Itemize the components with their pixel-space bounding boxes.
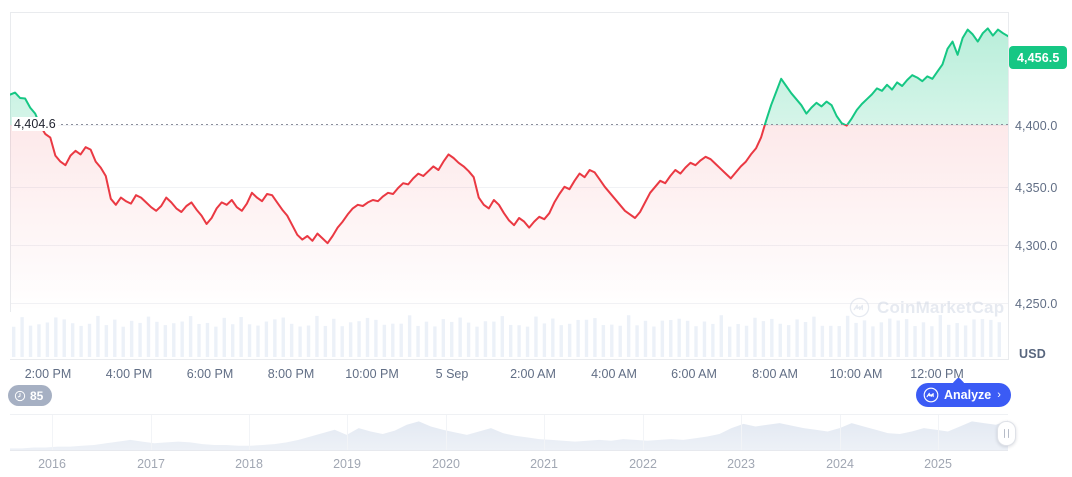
navigator-gridline-0 [52,415,53,450]
x-tick-label-8: 6:00 AM [671,367,717,381]
navigator-gridline-2 [249,415,250,450]
navigator-tick-label-7: 2023 [727,457,755,471]
clock-icon [14,390,26,401]
navigator-bottom-border [10,450,1008,451]
y-tick-label-2: 4,300.0 [1015,239,1058,253]
x-tick-label-1: 4:00 PM [105,367,153,381]
navigator-tick-label-3: 2019 [333,457,361,471]
price-line-negative [38,125,849,245]
navigator-gridline-3 [347,415,348,450]
x-tick-label-4: 10:00 PM [345,367,399,381]
coinmarketcap-watermark: CoinMarketCap [849,297,1004,318]
cmc-logo-icon [849,297,870,318]
currency-unit-label: USD [1019,347,1046,361]
navigator-tick-label-4: 2020 [432,457,460,471]
plot-top-border [10,12,1008,13]
gridline-4350 [11,187,1008,188]
navigator-gridline-6 [643,415,644,450]
navigator-top-border [10,414,1008,415]
price-area-negative [10,125,1008,312]
watermark-text: CoinMarketCap [877,297,1005,317]
navigator-gridline-5 [544,415,545,450]
navigator-tick-label-6: 2022 [629,457,657,471]
x-tick-label-9: 8:00 AM [752,367,798,381]
x-tick-label-5: 5 Sep [435,367,469,381]
navigator-gridline-9 [938,415,939,450]
current-price-flag: 4,456.5 [1009,46,1068,69]
chevron-right-icon: › [997,389,1001,401]
recent-update-count: 85 [30,388,44,403]
navigator-gridline-8 [840,415,841,450]
navigator-tick-label-0: 2016 [38,457,66,471]
navigator-tick-label-2: 2018 [235,457,263,471]
volume-bars [12,315,1001,357]
x-tick-label-0: 2:00 PM [24,367,72,381]
navigator-gridline-1 [151,415,152,450]
price-area-positive [10,28,1008,125]
reference-price-label: 4,404.6 [12,117,58,131]
navigator-gridline-7 [741,415,742,450]
x-tick-label-3: 8:00 PM [267,367,315,381]
navigator-tick-label-8: 2024 [826,457,854,471]
grip-line [1007,429,1010,438]
navigator-tick-label-9: 2025 [924,457,952,471]
navigator-tick-label-1: 2017 [137,457,165,471]
x-tick-label-11: 12:00 PM [910,367,964,381]
x-tick-label-6: 2:00 AM [510,367,556,381]
navigator-gridline-4 [446,415,447,450]
price-line-positive [10,27,1008,125]
recent-update-badge[interactable]: 85 [8,385,53,406]
x-tick-label-2: 6:00 PM [186,367,234,381]
navigator-area [10,420,1008,450]
y-tick-label-0: 4,400.0 [1015,119,1058,133]
navigator-tick-label-5: 2021 [530,457,558,471]
cmc-logo-icon [923,387,939,403]
analyze-button-wrap: Analyze › [916,377,1011,407]
analyze-button[interactable]: Analyze › [916,383,1011,407]
y-tick-label-1: 4,350.0 [1015,181,1058,195]
x-tick-label-10: 10:00 AM [829,367,883,381]
reference-price-line [56,124,1008,125]
y-tick-label-3: 4,250.0 [1015,297,1058,311]
grip-line [1003,429,1006,438]
plot-bottom-axis [10,359,1008,360]
analyze-button-label: Analyze [944,388,992,402]
navigator-right-handle[interactable] [997,421,1016,446]
x-tick-label-7: 4:00 AM [591,367,637,381]
plot-right-axis [1008,12,1009,360]
gridline-4400 [11,125,1008,126]
